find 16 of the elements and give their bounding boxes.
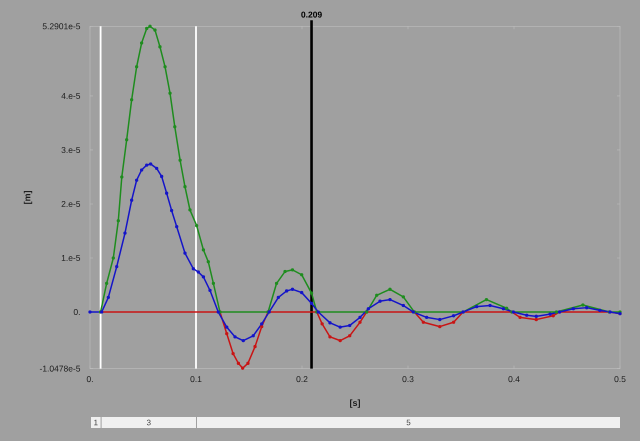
x-tick-label: 0.4	[508, 376, 520, 382]
x-tick-label: 0.5	[614, 376, 626, 382]
ref-line-label: 0.209	[301, 12, 322, 18]
y-tick-label: 4.e-5	[61, 93, 80, 99]
y-tick-label: 1.e-5	[62, 255, 80, 261]
x-axis-title: [s]	[350, 399, 360, 408]
x-tick-label: 0.3	[402, 376, 414, 382]
y-axis-title: [m]	[24, 190, 32, 204]
y-tick-label: 2.e-5	[62, 201, 80, 207]
x-tick-label: 0.	[86, 376, 93, 382]
y-tick-label: 0.	[74, 309, 80, 315]
y-tick-label: 3.e-5	[62, 146, 80, 153]
x-tick-label: 0.2	[296, 376, 308, 382]
y-tick-label: -1.0478e-5	[40, 366, 80, 372]
y-tick-label: 5.2901e-5	[42, 23, 80, 30]
x-tick-label: 0.1	[190, 376, 202, 382]
